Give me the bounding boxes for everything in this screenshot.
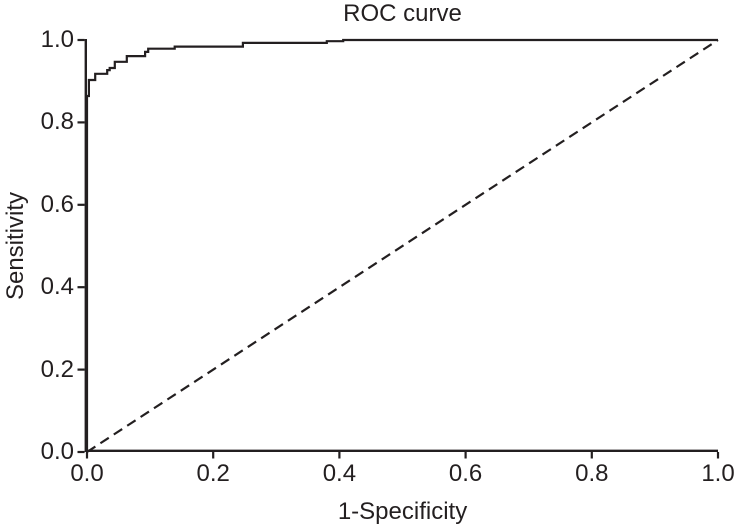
x-axis-title: 1-Specificity [337, 498, 468, 525]
x-tick-label: 0.8 [575, 460, 609, 487]
y-tick-label: 1.0 [40, 26, 74, 53]
y-tick-label: 0.6 [40, 190, 74, 218]
y-tick-label: 0.8 [40, 108, 74, 136]
y-tick-label: 0.0 [40, 438, 74, 465]
x-tick-label: 0.0 [70, 460, 104, 487]
roc-curve-line [85, 38, 718, 452]
axis-lines [84, 39, 718, 452]
x-tick-label: 1.0 [701, 460, 735, 487]
diagonal-reference-line [86, 39, 719, 453]
x-tick-label: 0.6 [448, 460, 483, 487]
x-tick-label: 0.4 [322, 460, 357, 487]
x-tick-label: 0.2 [196, 460, 230, 487]
y-axis-title: Sensitivity [2, 191, 29, 301]
y-tick-label: 0.4 [40, 273, 74, 301]
chart-title: ROC curve [343, 0, 462, 27]
y-tick-label: 0.2 [40, 355, 74, 383]
